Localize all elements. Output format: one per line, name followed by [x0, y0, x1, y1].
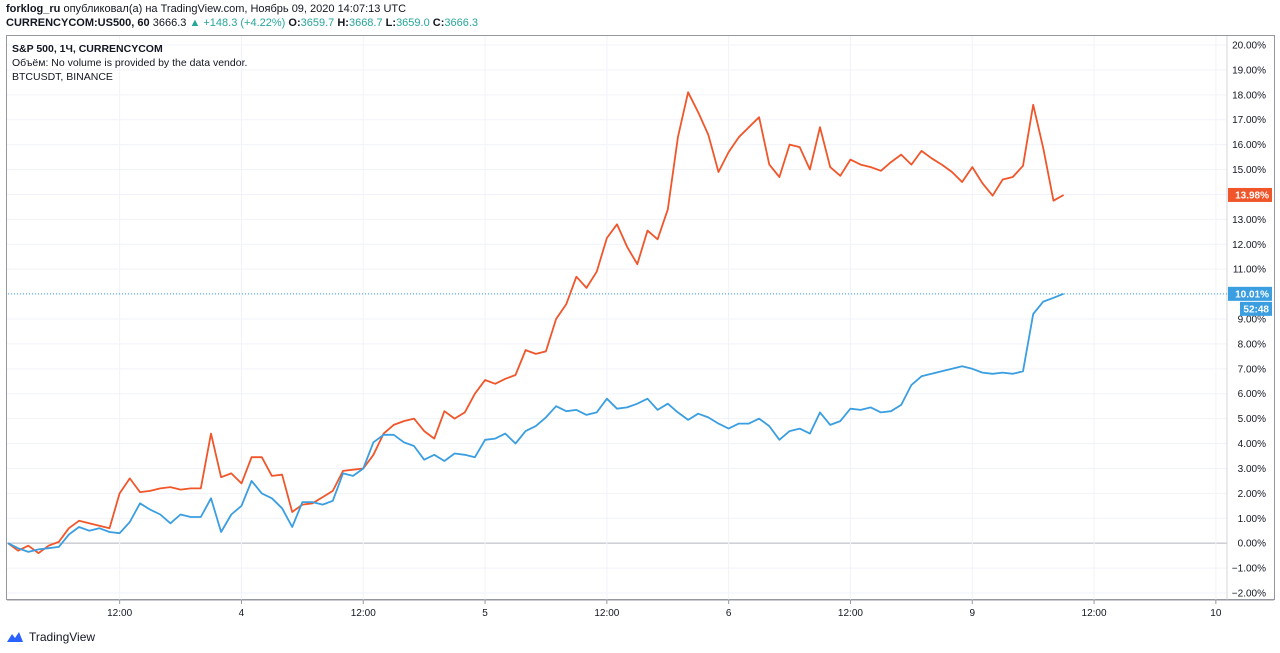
- btc-last-label: 13.98%: [1235, 190, 1269, 201]
- x-tick-label: 9: [969, 608, 975, 619]
- series-layer: [7, 91, 1065, 554]
- x-tick-label: 12:00: [107, 608, 132, 619]
- btc-last-badge: [1228, 187, 1272, 202]
- y-tick-label: 20.00%: [1232, 41, 1266, 52]
- brand-label: TradingView: [29, 630, 96, 644]
- x-tick-label: 12:00: [1082, 608, 1107, 619]
- close-label: C:: [432, 17, 445, 29]
- last-price: 3666.3: [152, 17, 187, 29]
- y-tick-label: 7.00%: [1238, 364, 1266, 375]
- close-value: 3666.3: [444, 17, 479, 29]
- btc-series-line: [7, 91, 1065, 554]
- y-tick-label: −2.00%: [1232, 589, 1266, 600]
- published-text: опубликовал(а) на TradingView.com, Ноябр…: [63, 3, 407, 15]
- x-tick-label: 6: [726, 608, 732, 619]
- x-tick-label: 12:00: [351, 608, 376, 619]
- y-tick-label: 1.00%: [1238, 514, 1266, 525]
- x-tick-label: 5: [482, 608, 488, 619]
- x-tick-label: 12:00: [838, 608, 863, 619]
- low-value: 3659.0: [396, 17, 430, 29]
- price-badges: 13.98% 10.01% 52:48: [8, 187, 1272, 316]
- sp500-last-label: 10.01%: [1235, 289, 1269, 300]
- x-tick-label: 10: [1210, 608, 1222, 619]
- countdown-label: 52:48: [1243, 304, 1269, 315]
- y-tick-label: 19.00%: [1232, 65, 1266, 76]
- countdown-badge: [1240, 301, 1272, 316]
- x-tick-label: 4: [239, 608, 245, 619]
- y-tick-label: 16.00%: [1232, 140, 1266, 151]
- y-tick-label: 11.00%: [1233, 265, 1266, 276]
- open-label: O:: [288, 17, 301, 29]
- price-change: ▲ +148.3 (+4.22%): [189, 17, 286, 29]
- sp500-series-line: [7, 292, 1064, 553]
- y-tick-label: 3.00%: [1238, 464, 1266, 475]
- tradingview-logo-icon: [7, 632, 23, 642]
- symbol-label: CURRENCYCOM:US500, 60: [6, 17, 150, 29]
- y-tick-label: 2.00%: [1238, 489, 1266, 500]
- y-tick-label: 13.00%: [1232, 215, 1266, 226]
- y-tick-label: 0.00%: [1238, 539, 1266, 550]
- y-tick-label: 5.00%: [1238, 414, 1266, 425]
- low-label: L:: [385, 17, 397, 29]
- sp500-last-badge: [1228, 286, 1272, 301]
- grid: [7, 36, 1227, 600]
- chart-legend: S&P 500, 1Ч, CURRENCYCOM Объём: No volum…: [12, 42, 247, 84]
- tradingview-brand[interactable]: TradingView: [6, 630, 95, 644]
- y-axis: 20.00%19.00%18.00%17.00%16.00%15.00%14.0…: [1232, 41, 1266, 600]
- legend-volume: Объём: No volume is provided by the data…: [12, 57, 248, 69]
- y-tick-label: 4.00%: [1238, 439, 1266, 450]
- y-tick-label: 18.00%: [1232, 90, 1266, 101]
- legend-compare-symbol[interactable]: BTCUSDT, BINANCE: [12, 71, 113, 83]
- author-name[interactable]: forklog_ru: [6, 3, 61, 15]
- legend-main-symbol[interactable]: S&P 500, 1Ч, CURRENCYCOM: [12, 43, 163, 55]
- x-axis: 12:00 4 12:00 5 12:00 6 12:00 9 12:00 10: [107, 600, 1222, 619]
- ohlc-header: CURRENCYCOM:US500, 60 3666.3 ▲ +148.3 (+…: [6, 17, 478, 29]
- open-value: 3659.7: [300, 17, 335, 29]
- y-tick-label: −1.00%: [1232, 564, 1266, 575]
- y-tick-label: 9.00%: [1238, 315, 1266, 326]
- y-tick-label: 8.00%: [1238, 339, 1266, 350]
- high-value: 3668.7: [348, 17, 383, 29]
- y-tick-label: 15.00%: [1232, 165, 1266, 176]
- publish-info: forklog_ru опубликовал(а) на TradingView…: [6, 3, 406, 15]
- x-tick-label: 12:00: [594, 608, 619, 619]
- y-tick-label: 12.00%: [1232, 240, 1266, 251]
- y-tick-label: 6.00%: [1238, 389, 1266, 400]
- high-label: H:: [337, 17, 349, 29]
- y-tick-label: 17.00%: [1232, 115, 1266, 126]
